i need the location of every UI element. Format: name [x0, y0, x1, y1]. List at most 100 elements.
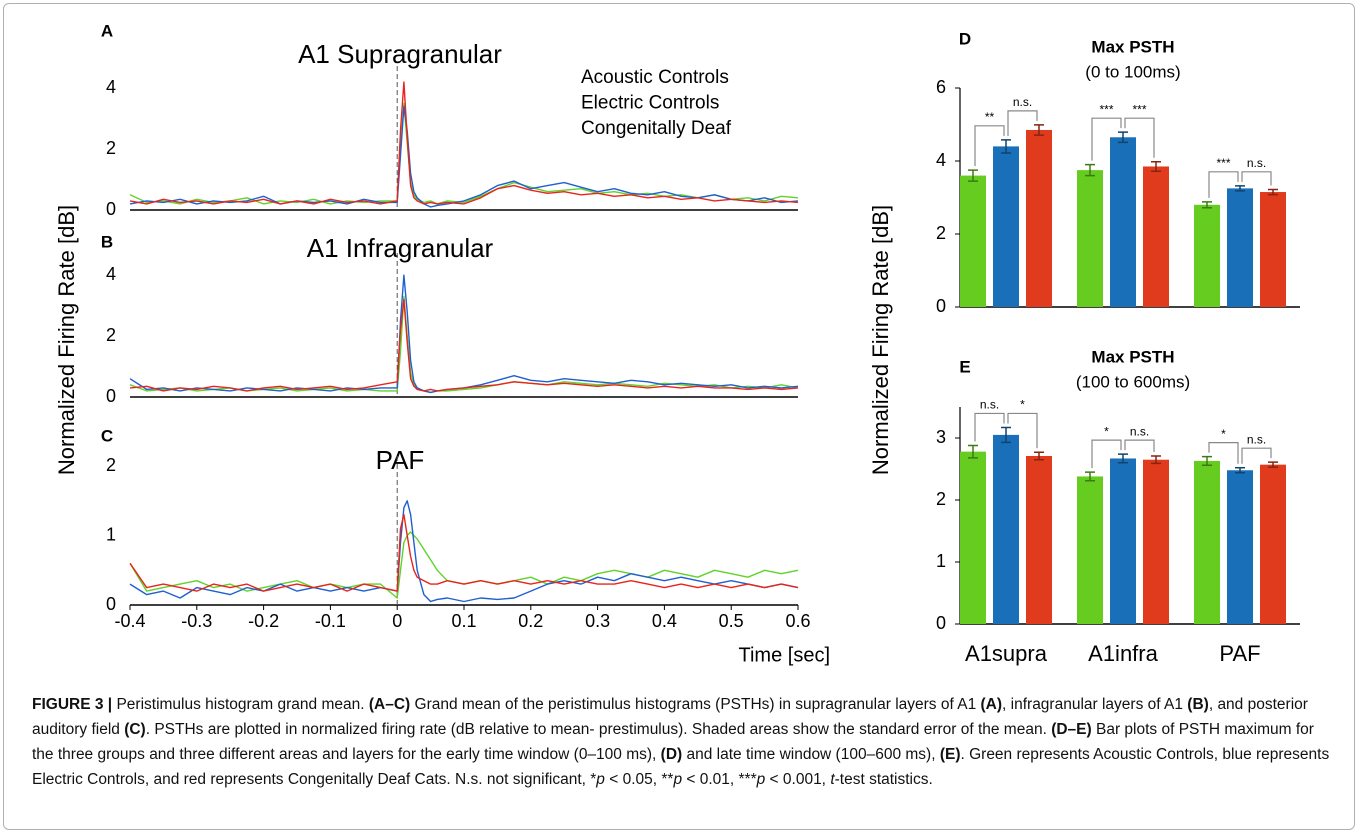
x-tick-label: 0 — [392, 611, 402, 631]
caption-text: < 0.01, *** — [682, 771, 757, 788]
series-line — [129, 274, 799, 394]
caption-text: , and posterior auditory field — [32, 696, 1308, 738]
caption-text: < 0.001, — [765, 771, 831, 788]
significance-label: n.s. — [1247, 156, 1266, 170]
bar — [1260, 464, 1286, 624]
significance-bracket — [1091, 117, 1122, 161]
error-bar — [1118, 131, 1128, 144]
error-bar — [1118, 453, 1128, 464]
series-line — [129, 513, 799, 592]
y-tick-label: 1 — [106, 524, 116, 544]
caption-text: (D–E) — [1051, 721, 1092, 738]
error-bar — [1034, 451, 1044, 461]
y-tick-label: 0 — [106, 386, 116, 406]
bar — [1026, 455, 1052, 624]
caption-text: (B) — [1187, 696, 1209, 713]
x-tick-label: 0.2 — [518, 611, 543, 631]
significance-label: n.s. — [1247, 432, 1266, 446]
series-line — [129, 102, 799, 205]
legend-entry: Acoustic Controls — [581, 67, 729, 88]
significance-bracket — [974, 412, 1005, 442]
significance-bracket — [1241, 447, 1272, 464]
error-bar — [1235, 467, 1245, 474]
y-tick-label: 4 — [106, 77, 116, 97]
error-bar — [1001, 139, 1011, 154]
x-tick-label: -0.1 — [315, 611, 346, 631]
error-bar — [1085, 163, 1095, 177]
chart-title: Max PSTH — [1091, 37, 1174, 56]
x-tick-label: -0.3 — [181, 611, 212, 631]
y-tick-label: 6 — [936, 77, 946, 97]
error-bar — [1085, 471, 1095, 482]
y-tick-label: 0 — [106, 199, 116, 219]
x-tick-label: 0.6 — [785, 611, 810, 631]
significance-bracket — [1091, 439, 1122, 469]
y-tick-label: 2 — [106, 138, 116, 158]
caption-text: . PSTHs are plotted in normalized firing… — [145, 721, 1052, 738]
bar — [1110, 458, 1136, 624]
significance-bracket — [1208, 442, 1239, 464]
bar — [1260, 192, 1286, 307]
chart-title: A1 Supragranular — [298, 39, 502, 69]
y-tick-label: 0 — [936, 613, 946, 633]
bar — [1026, 129, 1052, 307]
bar — [960, 175, 986, 307]
caption-text: . Green represents Acoustic Controls, bl… — [32, 746, 1330, 788]
chart-title: A1 Infragranular — [307, 233, 494, 263]
significance-label: n.s. — [1013, 95, 1032, 109]
significance-label: * — [1221, 427, 1226, 441]
y-axis-label: Normalized Firing Rate [dB] — [54, 205, 79, 475]
error-bar — [1001, 426, 1011, 444]
x-tick-label: -0.2 — [248, 611, 279, 631]
significance-label: *** — [1132, 102, 1146, 116]
significance-label: n.s. — [1130, 424, 1149, 438]
legend-entry: Electric Controls — [581, 93, 719, 114]
significance-label: * — [1104, 424, 1109, 438]
x-tick-label: 0.5 — [719, 611, 744, 631]
caption-text: p — [673, 771, 683, 788]
significance-bracket — [974, 125, 1005, 167]
caption: FIGURE 3 | Peristimulus histogram grand … — [32, 692, 1332, 792]
bar — [1077, 476, 1103, 624]
caption-text: -test statistics. — [834, 771, 933, 788]
significance-bracket — [1124, 117, 1155, 158]
figure: A A1 Supragranular Normalized Firing Rate … — [54, 21, 1300, 666]
panel-letter: B — [101, 232, 113, 251]
bar — [1110, 137, 1136, 307]
significance-bracket — [1007, 110, 1038, 136]
y-tick-label: 2 — [936, 223, 946, 243]
error-bar — [1202, 201, 1212, 209]
bar — [1194, 204, 1220, 307]
significance-label: *** — [1099, 102, 1113, 116]
x-tick-label: A1supra — [965, 641, 1048, 666]
series-line — [129, 298, 799, 392]
error-bar — [1151, 160, 1161, 172]
chart-subtitle: (100 to 600ms) — [1076, 372, 1190, 391]
caption-text: (E) — [939, 746, 961, 763]
chart-title: PAF — [376, 445, 425, 475]
y-tick-label: 2 — [106, 455, 116, 475]
x-tick-label: -0.4 — [114, 611, 145, 631]
x-tick-label: 0.1 — [451, 611, 476, 631]
bar — [1194, 460, 1220, 624]
panel-letter: A — [101, 21, 113, 40]
y-axis-label: Normalized Firing Rate [dB] — [868, 205, 893, 475]
significance-label: * — [1020, 398, 1025, 412]
error-bar — [1034, 124, 1044, 136]
bar — [1143, 459, 1169, 624]
bar — [960, 451, 986, 624]
chart-title: Max PSTH — [1091, 347, 1174, 366]
panel-letter: C — [101, 426, 113, 445]
significance-bracket — [1007, 412, 1038, 449]
significance-bracket — [1124, 439, 1155, 452]
caption-text: Bar plots of PSTH maximum for the three … — [32, 721, 1314, 763]
bar — [1227, 470, 1253, 624]
series-line — [129, 500, 799, 603]
significance-bracket — [1241, 171, 1272, 186]
caption-text: (A) — [980, 696, 1003, 713]
y-tick-label: 4 — [106, 264, 116, 284]
y-tick-label: 0 — [106, 594, 116, 614]
y-tick-label: 3 — [936, 427, 946, 447]
significance-label: *** — [1216, 156, 1230, 170]
